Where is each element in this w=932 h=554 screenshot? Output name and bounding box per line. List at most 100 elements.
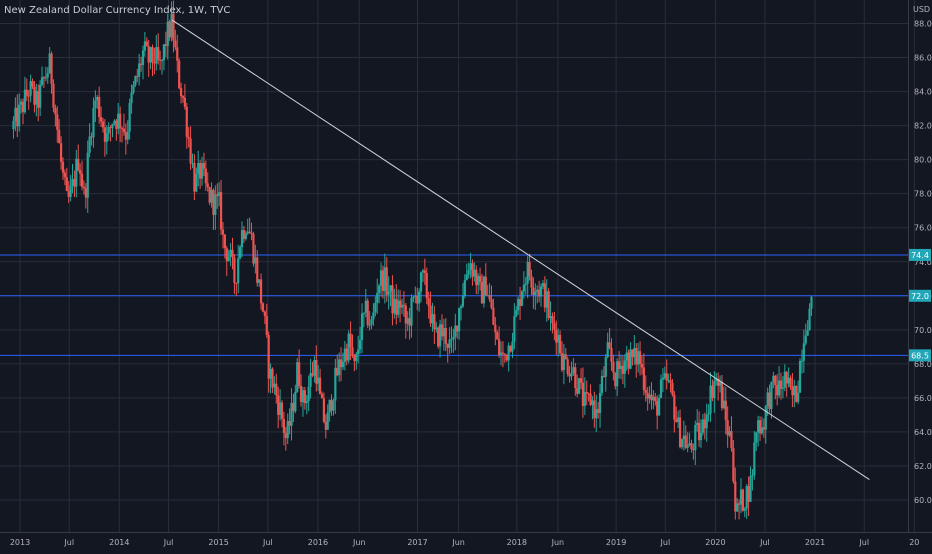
candle-body-down [242, 230, 246, 239]
candle-body-up [357, 349, 360, 354]
candle-body-up [648, 394, 651, 399]
candle-body-down [427, 298, 430, 306]
candle-body-down [654, 396, 657, 402]
candle-body-up [88, 136, 91, 153]
candle-body-down [99, 117, 103, 122]
candle-body-up [412, 296, 415, 299]
candle-body-up [258, 279, 261, 283]
candle-body-down [61, 161, 65, 173]
chart-title: New Zealand Dollar Currency Index, 1W, T… [4, 5, 231, 16]
level-price-label: 74.4 [911, 251, 929, 260]
candle-body-down [480, 281, 484, 304]
candle-body-up [520, 291, 524, 306]
candle-body-down [703, 419, 706, 429]
candle-body-up [374, 302, 377, 313]
candle-body-up [757, 420, 760, 433]
candle-body-down [675, 419, 678, 423]
candle-body-down [602, 376, 605, 378]
candle-body-up [696, 422, 699, 425]
candle-body-down [315, 360, 318, 384]
candle-body-up [452, 336, 455, 340]
x-tick-label: 2017 [407, 538, 427, 547]
candle-body-down [610, 348, 613, 362]
candle-body-down [543, 283, 546, 308]
candle-body-down [206, 183, 209, 188]
candle-body-down [366, 300, 369, 326]
candle-body-up [541, 283, 545, 287]
x-tick-label: 2020 [705, 538, 725, 547]
candle-body-down [391, 285, 394, 314]
candle-body-down [492, 307, 495, 325]
candle-body-down [425, 272, 428, 299]
candle-body-up [677, 417, 680, 423]
candle-body-up [364, 300, 367, 313]
x-tick-label: Jun [451, 538, 465, 547]
x-tick-label: 2019 [606, 538, 626, 547]
candle-body-down [288, 420, 291, 426]
candle-body-up [419, 272, 423, 292]
y-tick-label: 88.0 [914, 20, 932, 29]
candle-body-up [46, 73, 49, 78]
candle-body-down [614, 372, 617, 387]
x-tick-label: Jul [163, 538, 174, 547]
candle-body-up [309, 373, 312, 387]
candle-body-down [179, 88, 183, 97]
candle-body-down [402, 304, 405, 306]
candle-body-up [777, 380, 781, 396]
x-tick-label: 20 [909, 538, 919, 547]
candle-body-down [692, 448, 695, 451]
candle-body-up [578, 378, 581, 394]
candle-body-up [739, 489, 743, 505]
candle-body-up [372, 312, 375, 320]
candle-body-down [282, 418, 286, 434]
candle-body-up [227, 256, 230, 261]
candle-body-down [551, 316, 554, 324]
candle-body-down [732, 448, 735, 482]
candle-body-up [736, 503, 739, 512]
candle-body-down [176, 47, 179, 61]
candle-body-down [120, 127, 124, 129]
candle-body-up [486, 295, 489, 297]
candle-body-up [39, 84, 42, 108]
candle-body-up [473, 269, 476, 277]
candle-body-up [438, 324, 442, 347]
candle-body-up [149, 47, 152, 63]
candle-body-down [734, 481, 737, 512]
candle-body-up [800, 360, 804, 362]
candle-body-down [564, 354, 567, 360]
candle-body-down [275, 383, 278, 396]
candle-body-up [370, 319, 373, 325]
candle-body-down [566, 359, 569, 375]
candle-body-up [513, 316, 516, 342]
candle-body-down [774, 375, 777, 386]
candle-body-up [783, 371, 786, 388]
candle-body-down [791, 386, 794, 396]
candle-body-down [336, 367, 339, 376]
candle-body-up [286, 420, 289, 439]
candle-body-up [362, 312, 366, 314]
candle-body-up [686, 445, 689, 448]
candle-body-down [496, 332, 499, 340]
candle-body-up [334, 367, 337, 401]
x-tick-label: 2013 [10, 538, 30, 547]
x-tick-label: Jul [63, 538, 74, 547]
candle-body-down [202, 163, 206, 169]
candle-body-down [84, 187, 87, 198]
candle-body-down [568, 374, 571, 377]
candle-body-up [138, 63, 141, 77]
level-price-label: 72.0 [911, 292, 929, 301]
candle-body-down [593, 400, 596, 419]
candle-body-up [19, 101, 23, 105]
candle-body-down [758, 420, 762, 434]
candle-body-down [555, 329, 558, 343]
candle-body-down [256, 257, 259, 283]
candle-body-down [63, 172, 66, 178]
candle-body-down [640, 364, 644, 368]
candle-body-down [665, 373, 668, 381]
candle-body-up [570, 373, 573, 377]
candle-body-down [730, 431, 733, 449]
candle-body-up [522, 284, 525, 292]
candle-body-down [423, 270, 426, 273]
